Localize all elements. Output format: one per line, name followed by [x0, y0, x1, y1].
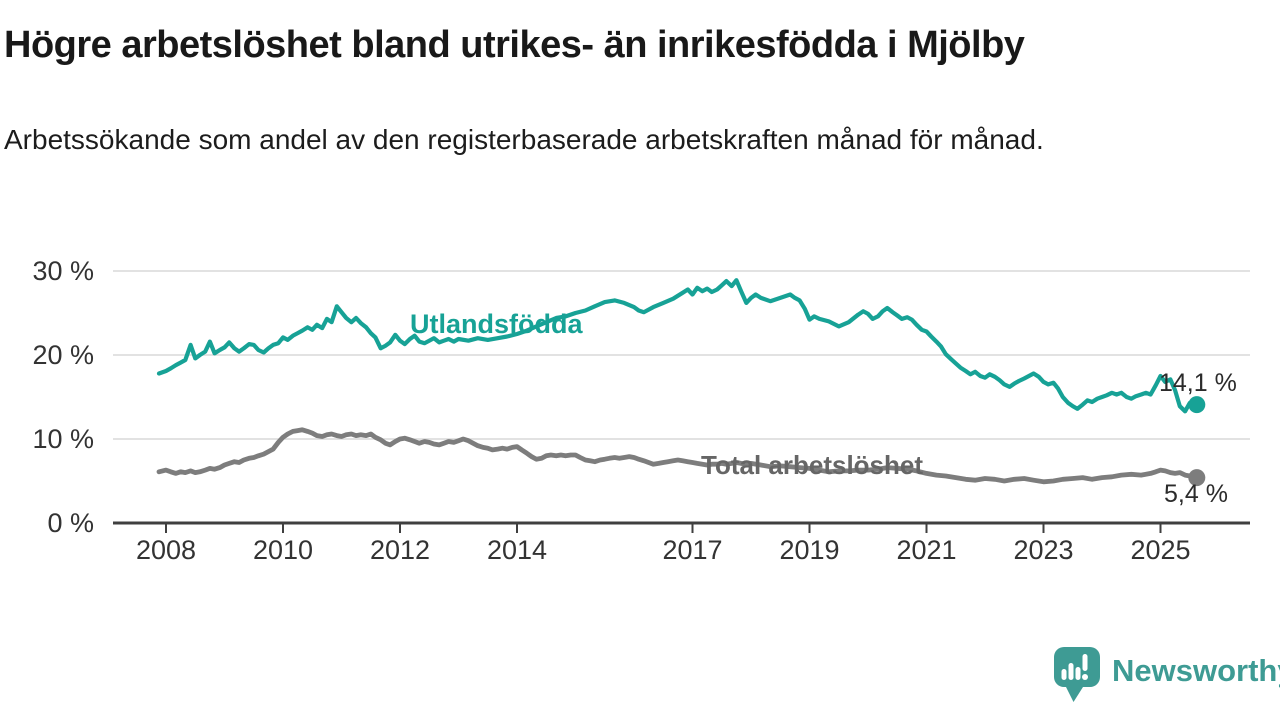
- x-axis-tick-label: 2021: [896, 535, 957, 565]
- x-axis-tick-label: 2025: [1130, 535, 1191, 565]
- end-value-label-utlandsfodda: 14,1 %: [1159, 369, 1237, 397]
- y-axis-tick-label: 30 %: [32, 256, 94, 286]
- x-axis-tick-label: 2017: [662, 535, 723, 565]
- x-axis-tick-label: 2008: [135, 535, 197, 565]
- series-end-dot-total: [1188, 469, 1206, 487]
- newsworthy-logo-text: Newsworthy: [1112, 653, 1280, 688]
- series-line-total: [156, 427, 1200, 485]
- x-axis-tick-label: 2014: [486, 535, 548, 565]
- y-axis-tick-label: 10 %: [32, 424, 94, 454]
- series-line-utlandsfodda: [156, 278, 1199, 414]
- x-axis-tick-label: 2012: [369, 535, 431, 565]
- y-axis-tick-label: 20 %: [32, 340, 94, 370]
- x-axis-tick-label: 2023: [1013, 535, 1074, 565]
- end-value-label-total: 5,4 %: [1164, 480, 1228, 508]
- page-title: Högre arbetslöshet bland utrikes- än inr…: [4, 24, 1025, 66]
- x-axis-tick-label: 2019: [779, 535, 840, 565]
- x-axis-tick-label: 2010: [252, 535, 314, 565]
- chart-subtitle: Arbetssökande som andel av den registerb…: [4, 124, 1044, 155]
- series-label-total-arbetsloshet: Total arbetslöshet: [701, 450, 924, 480]
- y-axis-tick-label: 0 %: [47, 508, 94, 538]
- series-end-dot-utlandsfodda: [1188, 396, 1206, 414]
- line-chart-svg: [113, 270, 1250, 533]
- series-label-utlandsfodda: Utlandsfödda: [410, 309, 583, 339]
- newsworthy-logo: Newsworthy: [1053, 646, 1280, 706]
- newsworthy-bubble-chart-icon: [1054, 647, 1100, 702]
